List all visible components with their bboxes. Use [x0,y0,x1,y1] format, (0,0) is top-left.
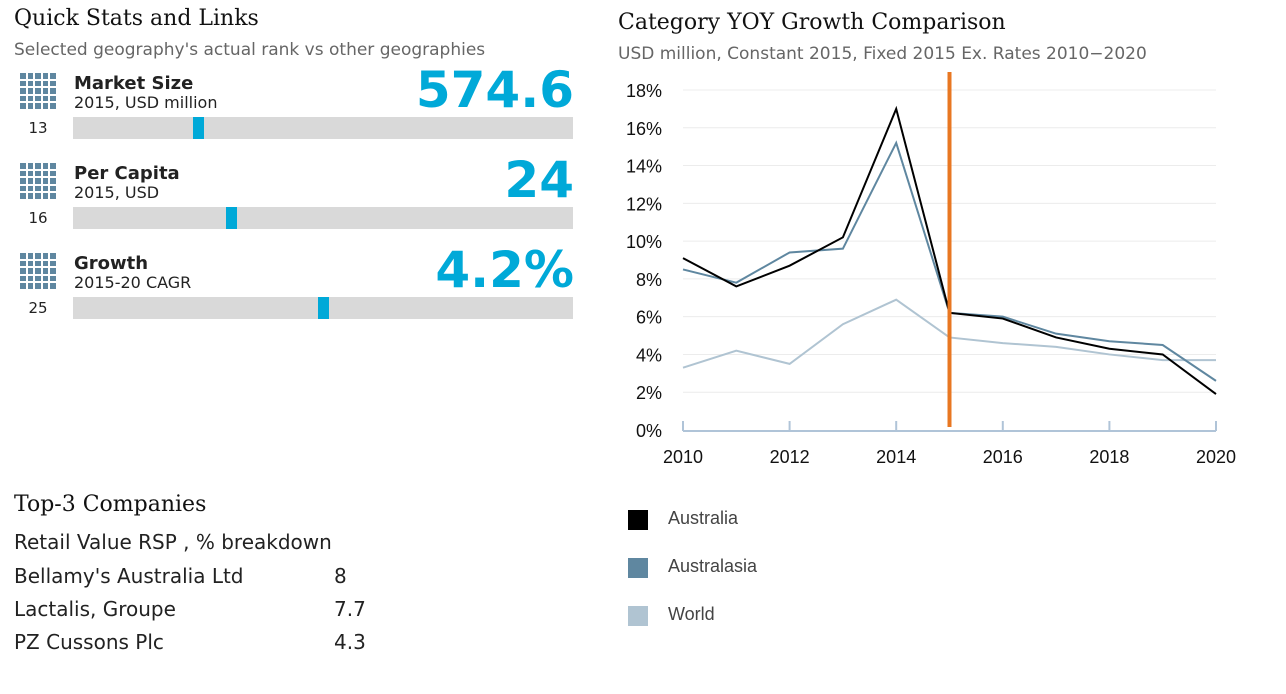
chart-subtitle: USD million, Constant 2015, Fixed 2015 E… [618,44,1147,64]
company-name: PZ Cussons Plc [14,630,164,654]
company-share: 4.3 [334,630,366,654]
stat-sublabel: 2015, USD [74,183,160,202]
stat-value: 24 [504,151,574,209]
y-tick-label: 16% [626,119,662,139]
company-share: 8 [334,564,347,588]
legend-swatch [628,606,648,626]
grid-icon [20,73,56,109]
chart-title: Category YOY Growth Comparison [618,10,1006,35]
legend-label: Australasia [668,556,758,576]
y-tick-label: 8% [636,270,662,290]
company-share: 7.7 [334,597,366,621]
stat-label: Per Capita [74,163,180,184]
y-tick-label: 0% [636,421,662,441]
grid-icon [20,163,56,199]
rank-bar [73,297,573,319]
legend-label: World [668,604,715,624]
rank-marker [225,207,237,229]
x-tick-label: 2012 [770,447,810,467]
rank-marker [193,117,204,139]
stat-growth: 25 Growth 2015-20 CAGR 4.2% [14,241,574,325]
quick-stats-title: Quick Stats and Links [14,6,259,31]
company-name: Bellamy's Australia Ltd [14,564,244,588]
x-tick-label: 2014 [876,447,916,467]
y-tick-label: 6% [636,308,662,328]
legend-swatch [628,558,648,578]
rank-bar [73,117,573,139]
rank-bar [73,207,573,229]
stat-value: 574.6 [415,61,574,119]
stat-per-capita: 16 Per Capita 2015, USD 24 [14,151,574,235]
y-tick-label: 2% [636,383,662,403]
stat-sublabel: 2015-20 CAGR [74,273,192,292]
rank-marker [318,297,329,319]
stat-sublabel: 2015, USD million [74,93,218,112]
stat-label: Market Size [74,73,194,94]
quick-stats-subtitle: Selected geography's actual rank vs othe… [14,40,486,60]
stat-rank: 13 [28,119,48,137]
stat-value: 4.2% [435,241,574,299]
companies-title: Top-3 Companies [14,492,207,517]
stat-market-size: 13 Market Size 2015, USD million 574.6 [14,61,574,145]
y-tick-label: 10% [626,232,662,252]
y-tick-label: 18% [626,81,662,101]
stat-rank: 16 [28,209,48,227]
legend-swatch [628,510,648,530]
grid-icon [20,253,56,289]
x-tick-label: 2018 [1089,447,1129,467]
y-tick-label: 14% [626,157,662,177]
stat-rank: 25 [28,299,48,317]
company-name: Lactalis, Groupe [14,597,176,621]
x-tick-label: 2020 [1196,447,1236,467]
stat-label: Growth [74,253,149,274]
y-tick-label: 4% [636,345,662,365]
companies-subtitle: Retail Value RSP , % breakdown [14,530,332,554]
y-tick-label: 12% [626,194,662,214]
legend-label: Australia [668,508,739,528]
x-tick-label: 2010 [663,447,703,467]
x-tick-label: 2016 [983,447,1023,467]
